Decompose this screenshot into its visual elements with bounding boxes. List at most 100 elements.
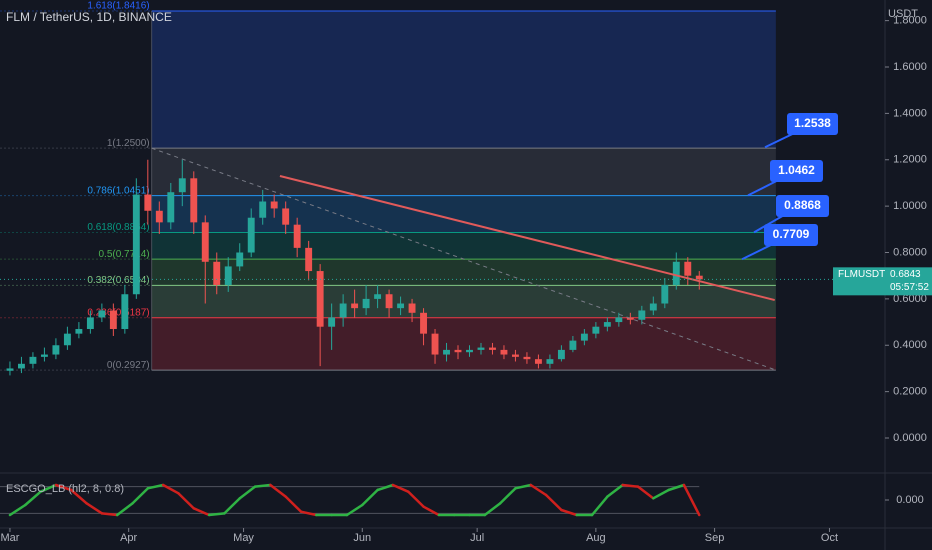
indicator-segment [299, 510, 318, 517]
fib-label: 1.618(1.8416) [87, 1, 149, 12]
y-tick-label: 1.2000 [893, 154, 927, 166]
x-tick-label: Jul [470, 532, 484, 544]
candle-body [523, 356, 531, 360]
candle-body [431, 333, 439, 355]
fib-zone [151, 285, 776, 318]
y-tick-label: 0.2000 [893, 386, 927, 398]
indicator-segment [115, 502, 134, 517]
fib-zone [151, 10, 776, 149]
callout-label: 1.0462 [778, 163, 815, 177]
candle-body [638, 310, 646, 320]
candle-body [626, 317, 634, 320]
candle-body [466, 349, 473, 353]
candle-body [580, 333, 588, 341]
candle-body [40, 354, 48, 357]
y-tick-label: 1.8000 [893, 15, 927, 27]
x-tick-label: May [233, 532, 254, 544]
y-tick-label: 1.6000 [893, 61, 927, 73]
indicator-segment [483, 502, 502, 517]
indicator-tick-label: 0.000 [896, 494, 924, 506]
fib-zone [151, 148, 776, 196]
indicator-segment [161, 483, 180, 495]
currency-label: USDT [888, 8, 918, 20]
x-tick-label: Mar [0, 532, 19, 544]
candle-body [672, 261, 680, 285]
candle-body [63, 333, 71, 346]
indicator-segment [406, 490, 425, 508]
y-tick-label: 1.0000 [893, 200, 927, 212]
indicator-segment [529, 483, 548, 497]
indicator-segment [54, 483, 73, 492]
indicator-segment [498, 487, 517, 505]
candle-body [328, 317, 336, 327]
fib-zone [151, 317, 776, 371]
y-tick-label: 0.6000 [893, 293, 927, 305]
callout-pointer [741, 244, 772, 261]
candle-body [305, 247, 313, 272]
callout-box [776, 195, 829, 217]
indicator-segment [391, 483, 410, 493]
indicator-segment [100, 512, 119, 517]
indicator-name: ESCGO_LB (hl2, 8, 0.8) [6, 483, 124, 495]
callout-label: 1.2538 [794, 116, 831, 130]
candle-body [397, 303, 405, 309]
candle-body [178, 178, 186, 193]
callout-pointer [747, 180, 777, 197]
x-tick-label: Sep [705, 532, 725, 544]
candle-body [661, 284, 669, 304]
indicator-segment [85, 502, 104, 515]
indicator-segment [514, 483, 533, 490]
indicator-segment [131, 487, 150, 505]
candle-body [603, 322, 611, 327]
fib-label: 0.786(1.0451) [87, 185, 149, 196]
indicator-segment [269, 483, 287, 498]
indicator-segment [253, 483, 272, 488]
indicator-segment [361, 488, 379, 507]
candle-body [282, 208, 290, 225]
candle-body [98, 310, 106, 318]
candle-body [75, 329, 83, 334]
fib-zone [151, 232, 776, 260]
trendline [151, 147, 777, 371]
indicator-segment [422, 505, 441, 517]
candle-body [17, 363, 25, 369]
indicator-segment [376, 483, 395, 492]
last-price-label: 0.6843 [890, 269, 921, 280]
candle-body [569, 340, 577, 350]
candle-body [316, 271, 324, 327]
candle-body [270, 201, 278, 209]
indicator-segment [544, 493, 563, 512]
y-tick-label: 0.4000 [893, 339, 927, 351]
callout-label: 0.7709 [773, 227, 810, 241]
candle-body [224, 266, 232, 285]
last-price-tag [833, 267, 932, 296]
indicator-segment [207, 512, 226, 517]
y-tick-label: 1.4000 [893, 107, 927, 119]
callout-box [770, 160, 823, 182]
fib-label: 1(1.2500) [107, 138, 150, 149]
candle-body [420, 312, 427, 334]
fib-label: 0.5(0.7714) [98, 249, 149, 260]
candle-body [190, 178, 198, 223]
candle-body [512, 354, 519, 357]
candle-body [339, 303, 347, 318]
candle-body [534, 359, 542, 364]
candle-body [695, 275, 703, 280]
countdown-label: 05:57:52 [890, 282, 929, 293]
indicator-segment [192, 507, 211, 517]
candle-body [293, 224, 301, 248]
candle-body [29, 356, 37, 364]
candle-body [52, 345, 60, 355]
candle-body [6, 368, 14, 371]
indicator-segment [8, 503, 27, 517]
candle-body [167, 192, 175, 223]
x-tick-label: Aug [586, 532, 606, 544]
callout-box [787, 113, 838, 135]
y-tick-label: 0.0000 [893, 432, 927, 444]
candle-body [477, 347, 485, 350]
candle-body [259, 201, 267, 218]
candle-body [592, 326, 600, 334]
x-tick-label: Jun [353, 532, 371, 544]
candle-body [247, 217, 255, 253]
